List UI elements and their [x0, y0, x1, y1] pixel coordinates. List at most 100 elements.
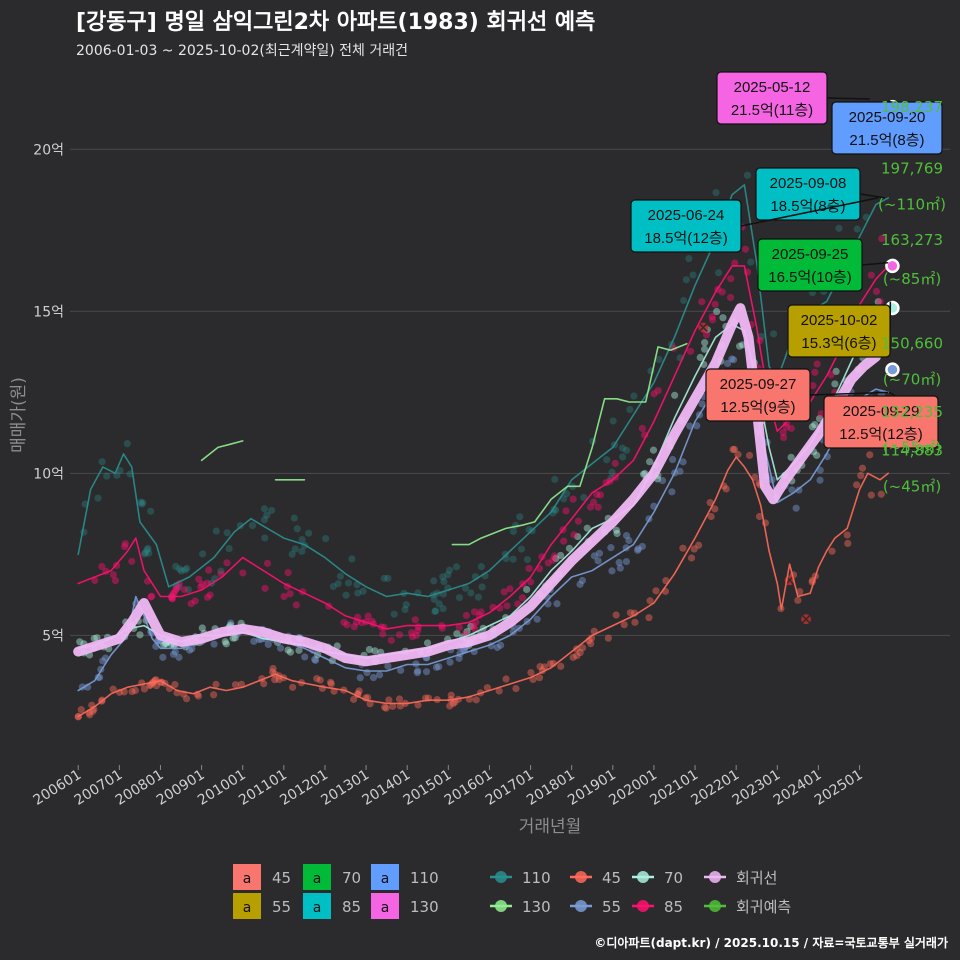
scatter-point-45 — [385, 696, 393, 704]
scatter-point-85 — [611, 459, 619, 468]
scatter-point-70 — [700, 345, 709, 353]
scatter-point-45 — [652, 587, 660, 595]
scatter-point-45 — [645, 614, 653, 622]
scatter-point-55 — [435, 663, 443, 671]
annotation-value: 15.3억(6층) — [801, 335, 876, 352]
right-label: 198,237 — [881, 98, 943, 116]
scatter-point-45 — [447, 691, 455, 699]
scatter-point-70 — [295, 646, 303, 654]
scatter-point-55 — [607, 544, 615, 552]
annotation-2025-10-02: 2025-10-02 15.3억(6층) — [787, 301, 892, 358]
series-line-회귀선 — [73, 303, 881, 667]
scatter-point-45 — [269, 664, 277, 673]
scatter-point-55 — [533, 615, 541, 623]
annotation-box — [823, 395, 939, 449]
scatter-point-110 — [439, 573, 447, 581]
scatter-point-85 — [654, 387, 662, 395]
scatter-point-110 — [140, 550, 149, 558]
legend-fill-swatch — [233, 893, 261, 919]
legend-line-label: 45 — [602, 869, 621, 887]
scatter-point-70 — [229, 634, 237, 642]
scatter-point-110 — [290, 514, 298, 522]
y-tick-label: 15억 — [33, 304, 64, 320]
scatter-point-45 — [472, 696, 480, 704]
scatter-point-55 — [432, 663, 441, 671]
scatter-point-55 — [638, 542, 646, 551]
scatter-point-85 — [702, 331, 711, 339]
scatter-point-45 — [395, 695, 404, 703]
scatter-point-45 — [711, 505, 719, 513]
scatter-point-110 — [141, 549, 149, 557]
scatter-point-45 — [152, 682, 161, 690]
scatter-point-55 — [210, 640, 218, 648]
scatter-point-85 — [596, 491, 605, 499]
scatter-point-55 — [414, 667, 422, 675]
scatter-point-110 — [298, 547, 306, 555]
scatter-point-70 — [565, 544, 574, 552]
scatter-point-85 — [549, 556, 557, 564]
scatter-point-110 — [626, 405, 634, 414]
annotation-2025-09-08: 2025-09-08 18.5억(8층) — [755, 167, 886, 221]
scatter-point-110 — [474, 593, 483, 601]
scatter-point-55 — [422, 668, 431, 676]
scatter-point-45 — [271, 676, 279, 684]
scatter-point-85 — [876, 298, 884, 306]
scatter-point-85 — [726, 293, 735, 302]
prediction-point — [885, 258, 900, 274]
scatter-point-110 — [139, 499, 147, 507]
annotation-date: 2025-06-24 — [648, 207, 725, 224]
scatter-point-45 — [289, 683, 297, 691]
scatter-point-45 — [730, 445, 738, 453]
annotation-value: 21.5억(8층) — [849, 132, 924, 149]
scatter-point-70 — [696, 353, 704, 362]
scatter-point-110 — [452, 563, 461, 571]
scatter-point-55 — [616, 564, 624, 572]
scatter-point-55 — [728, 355, 736, 363]
annotation-2025-09-25: 2025-09-25 16.5억(10층) — [757, 238, 889, 292]
scatter-point-85 — [590, 498, 598, 506]
scatter-point-45 — [231, 681, 240, 689]
scatter-point-70 — [811, 421, 819, 429]
scatter-point-55 — [375, 671, 384, 679]
scatter-point-45 — [449, 700, 457, 708]
scatter-point-45 — [382, 704, 390, 712]
scatter-point-70 — [808, 423, 817, 431]
legend-fill-label: 130 — [410, 898, 439, 916]
scatter-point-45 — [631, 618, 639, 626]
scatter-point-70 — [423, 639, 432, 647]
annotation-leader — [861, 261, 889, 266]
annotation-date: 2025-09-20 — [849, 109, 926, 126]
y-tick-label: 5억 — [42, 628, 64, 644]
scatter-point-110 — [174, 583, 183, 591]
scatter-point-45 — [495, 687, 503, 695]
scatter-point-55 — [668, 488, 676, 496]
scatter-point-55 — [186, 646, 194, 654]
scatter-point-55 — [658, 476, 667, 485]
scatter-point-45 — [857, 471, 865, 480]
scatter-point-85 — [586, 503, 595, 511]
scatter-point-45 — [734, 450, 742, 459]
scatter-point-85 — [817, 410, 825, 418]
scatter-point-110 — [432, 607, 440, 615]
scatter-point-85 — [650, 390, 658, 398]
scatter-point-45 — [355, 687, 363, 695]
legend-line-label: 85 — [664, 898, 683, 916]
legend-fill-glyph: a — [313, 871, 322, 887]
scatter-point-85 — [414, 626, 422, 635]
scatter-point-70 — [646, 458, 654, 466]
annotation-leader — [809, 391, 889, 396]
scatter-point-85 — [350, 623, 358, 631]
scatter-point-45 — [573, 652, 581, 660]
scatter-point-55 — [301, 653, 309, 661]
scatter-point-85 — [470, 608, 479, 616]
scatter-point-45 — [128, 687, 136, 696]
scatter-point-85 — [779, 428, 787, 437]
scatter-point-45 — [527, 669, 535, 677]
scatter-point-45 — [867, 491, 875, 499]
scatter-point-55 — [723, 359, 732, 368]
scatter-point-45 — [755, 512, 764, 521]
scatter-point-55 — [227, 619, 235, 627]
scatter-point-45 — [852, 481, 861, 489]
right-label: (~110㎡) — [878, 195, 946, 213]
scatter-point-110 — [440, 577, 448, 586]
